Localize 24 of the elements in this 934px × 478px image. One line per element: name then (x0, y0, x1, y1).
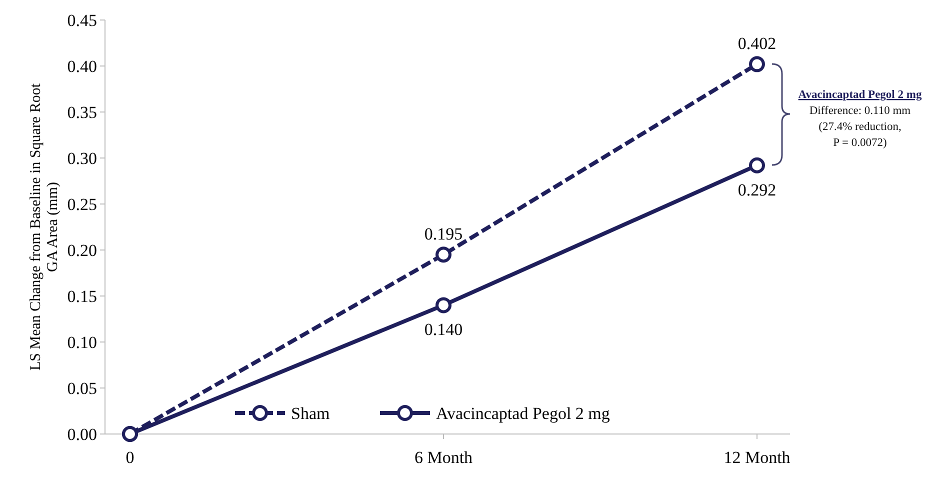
x-tick-label: 0 (126, 448, 134, 467)
y-tick-label: 0.15 (67, 286, 97, 306)
y-tick-label: 0.40 (67, 56, 97, 76)
data-label: 0.292 (738, 180, 776, 200)
text: Difference: 0.110 mm (809, 105, 911, 117)
data-label: 0.195 (424, 224, 463, 244)
text: P = 0.0072) (833, 137, 887, 149)
legend-label: Sham (291, 404, 330, 423)
y-tick-label: 0.45 (67, 10, 97, 30)
x-tick-label: 12 Month (724, 448, 791, 467)
y-tick-label: 0.25 (67, 194, 97, 214)
y-axis-title: LS Mean Change from Baseline in Square Root GA Area (mm) (28, 82, 61, 371)
legend-label: Avacincaptad Pegol 2 mg (436, 404, 610, 423)
data-label: 0.140 (424, 320, 463, 340)
y-tick-label: 0.20 (67, 240, 97, 260)
text: (27.4% reduction, (818, 121, 902, 133)
data-label: 0.402 (738, 34, 776, 54)
text: Avacincaptad Pegol 2 mg (798, 89, 922, 101)
y-tick-label: 0.30 (67, 148, 97, 168)
y-tick-label: 0.35 (67, 102, 97, 122)
y-tick-label: 0.00 (67, 424, 97, 444)
y-tick-label: 0.05 (67, 378, 97, 398)
x-tick-label: 6 Month (414, 448, 474, 467)
y-tick-label: 0.10 (67, 332, 97, 352)
